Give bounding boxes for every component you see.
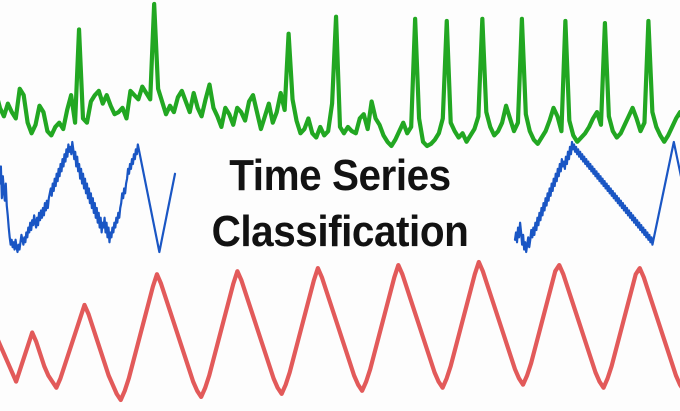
title-line-2: Classification [211, 207, 469, 256]
banner-title: Time Series Classification [0, 148, 680, 260]
red-waveform-path [0, 259, 680, 403]
green-waveform-path [0, 1, 680, 149]
title-line-1: Time Series [229, 151, 451, 200]
